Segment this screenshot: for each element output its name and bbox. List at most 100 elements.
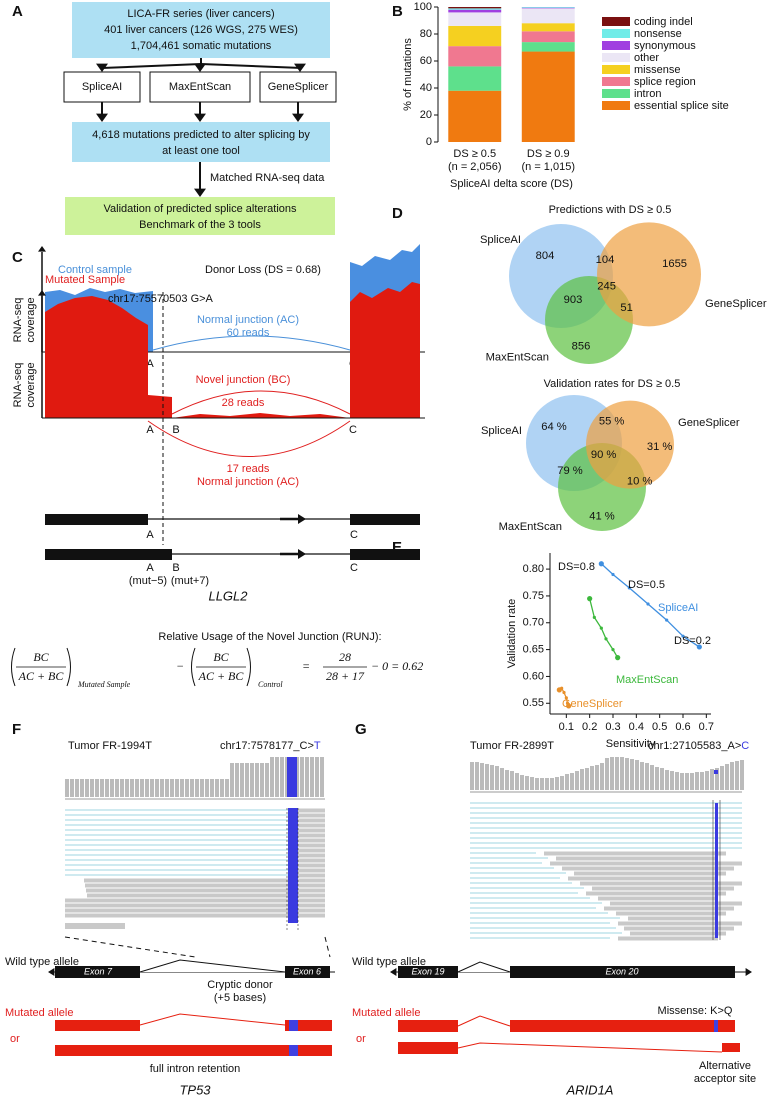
point <box>566 703 572 709</box>
label: BC <box>213 650 229 664</box>
variant-label: chr1:27105583_A>C <box>648 740 749 752</box>
point <box>696 644 702 650</box>
legend-swatch <box>602 17 630 26</box>
venn-set-label: MaxEntScan <box>499 521 562 533</box>
label: Mutated Sample <box>45 274 125 286</box>
point <box>665 618 669 622</box>
line <box>101 63 202 69</box>
point <box>615 655 621 661</box>
annotation: DS=0.5 <box>628 579 665 591</box>
coverage <box>172 413 350 418</box>
read <box>84 878 325 883</box>
exon <box>398 966 458 978</box>
coverage-bar <box>535 778 539 790</box>
junction-arc <box>152 335 351 351</box>
label: Mutated allele <box>352 1007 421 1019</box>
arrow-head <box>298 514 306 524</box>
bar-segment <box>448 46 502 67</box>
venn-value: 79 % <box>557 465 583 477</box>
venn-value: 1655 <box>662 258 687 270</box>
label: Validation of predicted splice alteratio… <box>103 203 297 215</box>
x-tick-label: 0.3 <box>605 721 620 733</box>
variant <box>289 1020 298 1031</box>
venn-value: 804 <box>536 250 555 262</box>
point <box>587 596 593 602</box>
coverage-bar <box>695 772 699 790</box>
label: Exon 19 <box>411 966 444 976</box>
coverage-bar <box>615 757 619 790</box>
venn-set-label: SpliceAI <box>480 234 521 246</box>
coverage-bar <box>645 763 649 790</box>
venn-value: 856 <box>572 340 591 352</box>
venn-value: 41 % <box>589 511 615 523</box>
x-tick-label: 0.6 <box>675 721 690 733</box>
read <box>86 888 325 893</box>
legend-swatch <box>602 65 630 74</box>
coverage-bar <box>575 771 579 790</box>
venn-circle <box>586 400 674 489</box>
coverage-bar <box>105 779 109 797</box>
label: C <box>350 562 358 574</box>
coverage-bar <box>485 764 489 790</box>
x-axis-label: SpliceAI delta score (DS) <box>450 178 573 190</box>
coverage-bar <box>160 779 164 797</box>
arrow-head <box>96 113 108 122</box>
label: C <box>350 529 358 541</box>
read <box>65 898 325 903</box>
coverage-bar <box>265 763 269 797</box>
coverage-bar <box>65 779 69 797</box>
junction-arc <box>147 420 351 457</box>
y-tick-label: 40 <box>420 82 432 94</box>
read <box>290 813 325 818</box>
coverage-bar <box>705 771 709 790</box>
y-tick-label: 100 <box>414 1 432 13</box>
label: A <box>146 529 154 541</box>
read <box>568 876 718 881</box>
read <box>550 861 742 866</box>
read <box>556 856 718 861</box>
label: Donor Loss (DS = 0.68) <box>205 264 321 276</box>
variant-ref: chr17:7578177_C> <box>220 740 314 752</box>
annotation: DS=0.2 <box>674 635 711 647</box>
coverage-bar <box>640 762 644 790</box>
label: SpliceAI <box>82 81 122 93</box>
venn-circle <box>597 222 701 327</box>
coverage-bar <box>630 759 634 790</box>
coverage-bar <box>75 779 79 797</box>
point <box>599 626 603 630</box>
coverage-bar <box>725 764 729 790</box>
coverage-bar <box>90 779 94 797</box>
coverage-bar <box>610 757 614 790</box>
coverage-bar <box>665 770 669 790</box>
coverage-bar <box>225 779 229 797</box>
legend-label: other <box>634 52 659 64</box>
label: coverage <box>25 362 37 407</box>
coverage-bar <box>605 758 609 790</box>
series-label: MaxEntScan <box>616 674 678 686</box>
legend-label: essential splice site <box>634 100 729 112</box>
coverage-bar <box>300 757 304 797</box>
legend-label: missense <box>634 64 680 76</box>
arrow-head <box>745 968 752 976</box>
label: Mutated Sample <box>77 680 131 689</box>
x-tick-label: DS ≥ 0.9 <box>527 148 570 160</box>
paren <box>246 647 251 687</box>
label: Wild type allele <box>352 956 426 968</box>
coverage-bar <box>95 779 99 797</box>
coverage <box>45 296 172 418</box>
label: AC + BC <box>198 669 245 683</box>
variant-bar <box>287 757 297 797</box>
label: Exon 6 <box>293 966 321 976</box>
read <box>618 936 718 941</box>
coverage-bar <box>320 757 324 797</box>
label: Control <box>258 680 283 689</box>
legend-label: intron <box>634 88 662 100</box>
read <box>574 871 726 876</box>
coverage-bar <box>690 773 694 790</box>
coverage-bar <box>480 763 484 790</box>
label: (mut+7) <box>171 575 209 587</box>
label: 60 reads <box>227 327 270 339</box>
paren <box>66 647 71 687</box>
coverage-bar <box>255 763 259 797</box>
exon <box>55 966 140 978</box>
